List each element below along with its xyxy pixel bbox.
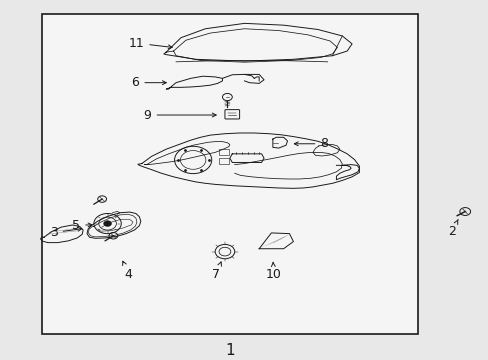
- Text: 11: 11: [128, 37, 172, 50]
- Text: 1: 1: [224, 343, 234, 358]
- Text: 4: 4: [122, 261, 132, 281]
- Text: 10: 10: [265, 262, 281, 281]
- Text: 5: 5: [72, 219, 92, 232]
- FancyBboxPatch shape: [224, 110, 239, 119]
- Text: 9: 9: [143, 108, 216, 122]
- FancyBboxPatch shape: [41, 14, 417, 334]
- Text: 7: 7: [212, 262, 221, 281]
- Text: 8: 8: [294, 137, 327, 150]
- Circle shape: [103, 221, 111, 226]
- Text: 6: 6: [131, 76, 166, 89]
- Text: 2: 2: [447, 219, 457, 238]
- Text: 3: 3: [50, 226, 81, 239]
